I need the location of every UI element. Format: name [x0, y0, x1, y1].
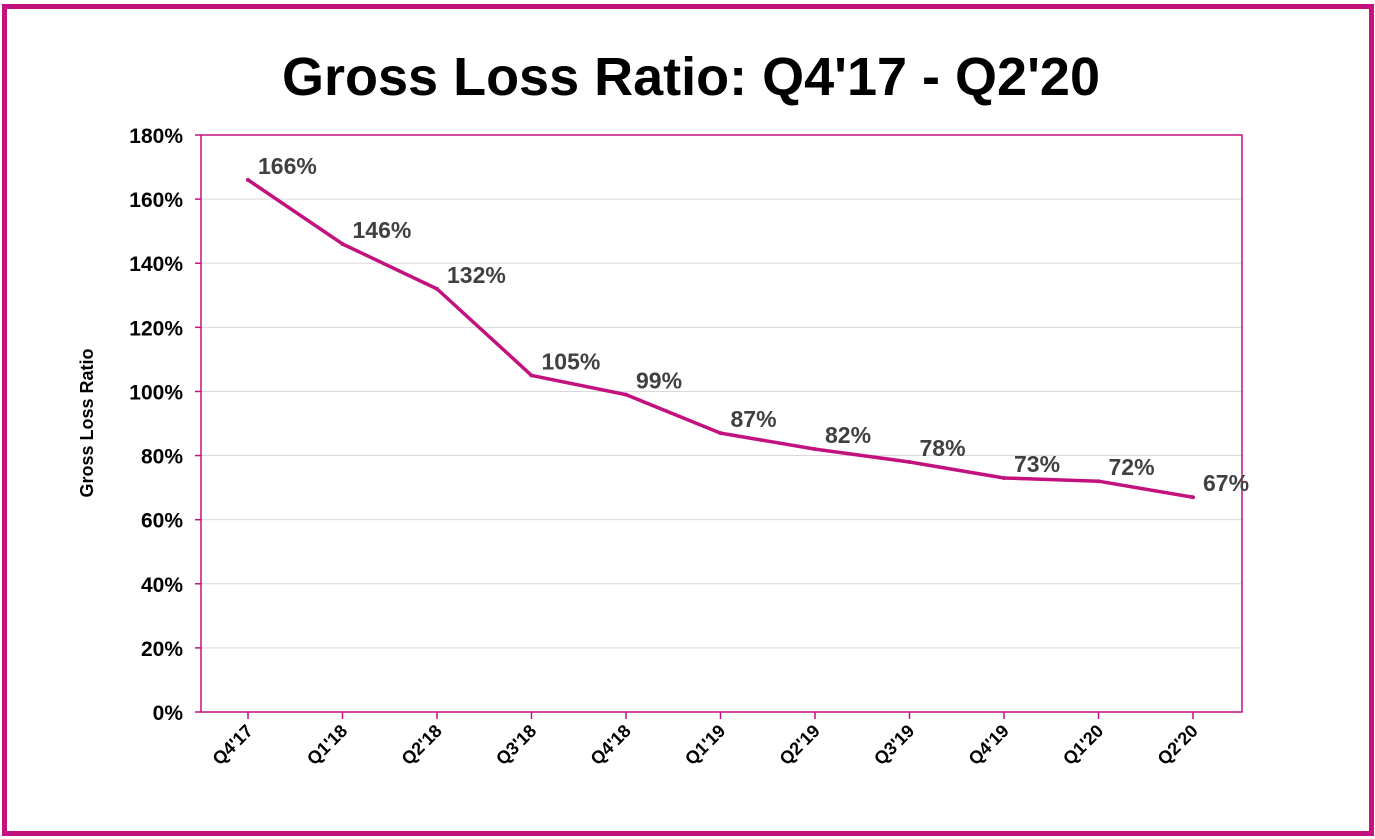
data-point [435, 286, 439, 291]
data-point [624, 392, 628, 397]
x-tick-label: Q4'19 [965, 721, 1013, 769]
axis-layer: 0% 20% 40% 60% 80% 100% 120% 140% 160% 180% Q4'17 Q… [129, 125, 1202, 769]
y-tick-label: 120% [129, 317, 183, 340]
data-label: 82% [825, 422, 871, 448]
y-tick-label: 160% [129, 189, 183, 212]
data-point [1002, 475, 1006, 480]
y-tick-label: 20% [141, 638, 183, 661]
x-tick-label: Q1'20 [1059, 721, 1107, 769]
x-tick-label: Q3'18 [492, 721, 540, 769]
chart-title: Gross Loss Ratio: Q4'17 - Q2'20 [282, 47, 1100, 107]
grid-layer [201, 198, 1242, 649]
x-tick-label: Q4'18 [587, 721, 635, 769]
data-label: 166% [258, 153, 317, 179]
data-label-layer: 166% 146% 132% 105% 99% 87% 82% 78% 73% 72% 67% [258, 153, 1249, 496]
data-label: 132% [447, 262, 506, 288]
x-tick-label: Q4'17 [209, 721, 257, 769]
data-label: 67% [1203, 470, 1249, 496]
plot-area-border [200, 134, 1243, 713]
data-point [529, 373, 534, 378]
y-tick-label: 0% [153, 702, 184, 725]
x-tick-label: Q2'18 [398, 721, 446, 769]
data-point [1191, 495, 1195, 500]
data-point [907, 459, 912, 464]
data-point [718, 431, 723, 436]
chart-frame: Gross Loss Ratio: Q4'17 - Q2'20 0% 20% 40%… [2, 4, 1374, 836]
x-tick-label: Q2'20 [1154, 721, 1202, 769]
y-tick-label: 140% [129, 253, 183, 276]
y-tick-label: 100% [129, 381, 183, 404]
x-tick-label: Q1'19 [681, 721, 729, 769]
data-label: 72% [1109, 454, 1155, 480]
data-label: 73% [1014, 451, 1060, 477]
data-point [1096, 479, 1101, 484]
x-tick-label: Q3'19 [870, 721, 918, 769]
y-tick-label: 180% [129, 125, 183, 148]
data-point [813, 447, 817, 452]
data-label: 146% [353, 217, 412, 243]
x-tick-label: Q2'19 [776, 721, 824, 769]
data-label: 105% [542, 348, 601, 374]
y-axis-label: Gross Loss Ratio [77, 348, 97, 497]
y-tick-label: 80% [141, 446, 183, 469]
x-tick-label: Q1'18 [303, 721, 351, 769]
y-tick-label: 40% [141, 574, 183, 597]
data-point [340, 241, 345, 246]
y-tick-label: 60% [141, 510, 183, 533]
series-layer [246, 177, 1195, 500]
data-point [246, 177, 250, 182]
chart-svg: Gross Loss Ratio: Q4'17 - Q2'20 0% 20% 40%… [77, 47, 1249, 769]
data-label: 99% [636, 368, 682, 394]
data-label: 78% [920, 435, 966, 461]
data-label: 87% [731, 406, 777, 432]
